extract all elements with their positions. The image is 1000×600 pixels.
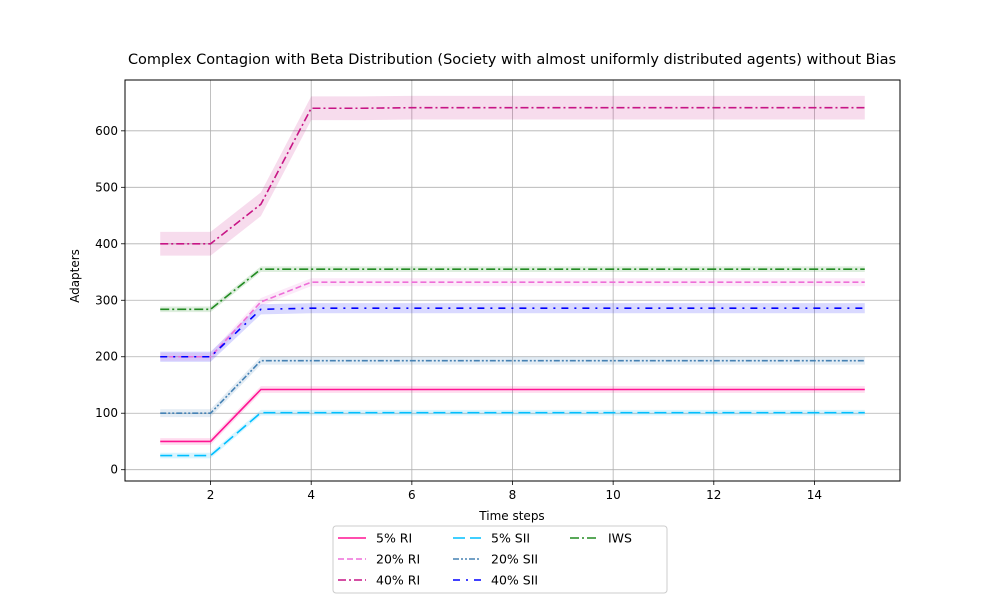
x-tick-label: 4 (307, 488, 315, 502)
legend-label-3: 5% SII (491, 531, 530, 546)
y-tick-label: 500 (95, 180, 118, 194)
x-tick-label: 8 (509, 488, 517, 502)
series-line-4 (160, 359, 865, 415)
legend-label-0: 5% RI (376, 531, 412, 546)
x-tick-label: 2 (207, 488, 215, 502)
x-tick-label: 12 (706, 488, 721, 502)
confidence-band-4 (160, 356, 865, 418)
legend-label-5: 40% SII (491, 573, 538, 588)
x-axis-label: Time steps (478, 509, 544, 523)
series-line-3 (160, 411, 865, 457)
axis-ticks: 2 4 6 8 10 12 14 0 100 200 300 400 500 600 (95, 124, 822, 502)
x-tick-label: 10 (606, 488, 621, 502)
y-tick-label: 400 (95, 237, 118, 251)
legend-box (332, 525, 668, 594)
legend-label-2: 40% RI (376, 573, 420, 588)
legend-label-4: 20% SII (491, 552, 538, 567)
series-line-1 (160, 281, 865, 358)
series-lines (160, 106, 865, 457)
y-tick-label: 200 (95, 350, 118, 364)
x-tick-label: 14 (807, 488, 822, 502)
series-line-0 (160, 388, 865, 443)
y-tick-label: 0 (110, 463, 118, 477)
y-tick-label: 100 (95, 406, 118, 420)
series-line-6 (160, 268, 865, 311)
legend-label-6: IWS (608, 531, 632, 546)
y-tick-label: 600 (95, 124, 118, 138)
confidence-band-0 (160, 386, 865, 445)
confidence-band-6 (160, 266, 865, 313)
series-line-5 (160, 307, 865, 358)
legend-label-1: 20% RI (376, 552, 420, 567)
confidence-band-3 (160, 409, 865, 459)
legend: 5% RI 20% RI 40% RI 5% SII 20% SII 40% SII IWS (332, 525, 668, 594)
series-line-2 (160, 106, 865, 245)
grid (125, 80, 900, 481)
chart-title: Complex Contagion with Beta Distribution… (128, 52, 896, 68)
y-axis-label: Adapters (68, 249, 82, 303)
confidence-band-2 (160, 95, 865, 256)
x-tick-label: 6 (408, 488, 416, 502)
y-tick-label: 300 (95, 293, 118, 307)
